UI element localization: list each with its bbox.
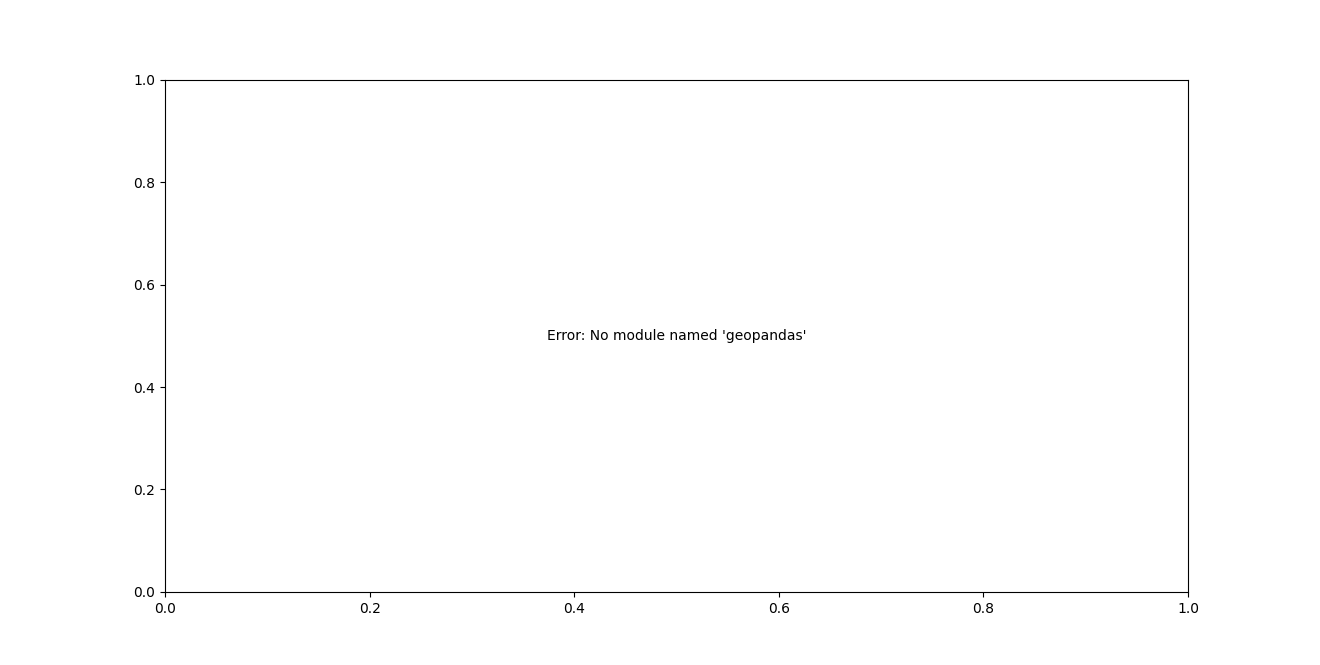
Text: Error: No module named 'geopandas': Error: No module named 'geopandas' xyxy=(546,329,807,343)
